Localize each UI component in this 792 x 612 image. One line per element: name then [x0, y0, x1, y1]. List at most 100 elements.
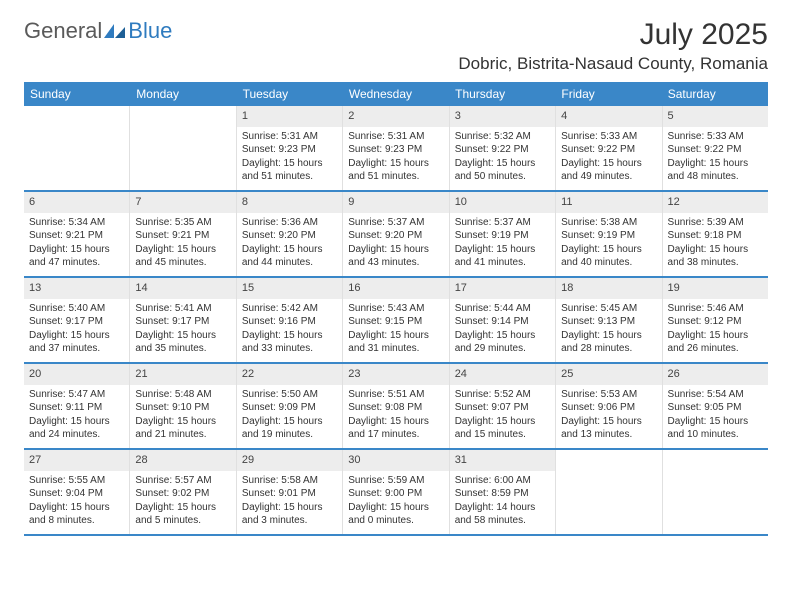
daylight-line: Daylight: 15 hours [242, 243, 337, 257]
sunrise-line: Sunrise: 5:55 AM [29, 474, 124, 488]
sunset-line: Sunset: 9:17 PM [29, 315, 124, 329]
daylight-line: and 15 minutes. [455, 428, 550, 442]
day-number: 7 [130, 192, 235, 213]
day-cell: 27Sunrise: 5:55 AMSunset: 9:04 PMDayligh… [24, 450, 130, 534]
sunrise-line: Sunrise: 5:50 AM [242, 388, 337, 402]
sunrise-line: Sunrise: 5:40 AM [29, 302, 124, 316]
sunset-line: Sunset: 9:16 PM [242, 315, 337, 329]
daylight-line: Daylight: 15 hours [135, 415, 230, 429]
sunset-line: Sunset: 9:21 PM [29, 229, 124, 243]
daylight-line: and 31 minutes. [348, 342, 443, 356]
day-cell: 17Sunrise: 5:44 AMSunset: 9:14 PMDayligh… [450, 278, 556, 362]
sunset-line: Sunset: 9:15 PM [348, 315, 443, 329]
daylight-line: and 26 minutes. [668, 342, 763, 356]
daylight-line: and 35 minutes. [135, 342, 230, 356]
dow-sunday: Sunday [24, 82, 130, 106]
sunset-line: Sunset: 9:00 PM [348, 487, 443, 501]
day-cell: 6Sunrise: 5:34 AMSunset: 9:21 PMDaylight… [24, 192, 130, 276]
daylight-line: and 51 minutes. [348, 170, 443, 184]
sunrise-line: Sunrise: 5:32 AM [455, 130, 550, 144]
day-body: Sunrise: 5:38 AMSunset: 9:19 PMDaylight:… [556, 213, 661, 275]
daylight-line: Daylight: 15 hours [455, 243, 550, 257]
sunrise-line: Sunrise: 5:59 AM [348, 474, 443, 488]
week-row: 1Sunrise: 5:31 AMSunset: 9:23 PMDaylight… [24, 106, 768, 192]
sunset-line: Sunset: 9:02 PM [135, 487, 230, 501]
day-cell: 30Sunrise: 5:59 AMSunset: 9:00 PMDayligh… [343, 450, 449, 534]
sunrise-line: Sunrise: 5:57 AM [135, 474, 230, 488]
sunset-line: Sunset: 9:08 PM [348, 401, 443, 415]
sunset-line: Sunset: 9:04 PM [29, 487, 124, 501]
daylight-line: Daylight: 15 hours [348, 501, 443, 515]
day-number: 14 [130, 278, 235, 299]
daylight-line: Daylight: 14 hours [455, 501, 550, 515]
sunrise-line: Sunrise: 5:36 AM [242, 216, 337, 230]
day-cell: 23Sunrise: 5:51 AMSunset: 9:08 PMDayligh… [343, 364, 449, 448]
day-number: 25 [556, 364, 661, 385]
day-body: Sunrise: 5:54 AMSunset: 9:05 PMDaylight:… [663, 385, 768, 447]
dow-wednesday: Wednesday [343, 82, 449, 106]
day-number: 16 [343, 278, 448, 299]
day-body: Sunrise: 5:59 AMSunset: 9:00 PMDaylight:… [343, 471, 448, 533]
sunset-line: Sunset: 9:07 PM [455, 401, 550, 415]
day-body: Sunrise: 5:35 AMSunset: 9:21 PMDaylight:… [130, 213, 235, 275]
day-number: 27 [24, 450, 129, 471]
day-cell: 4Sunrise: 5:33 AMSunset: 9:22 PMDaylight… [556, 106, 662, 190]
day-cell: 13Sunrise: 5:40 AMSunset: 9:17 PMDayligh… [24, 278, 130, 362]
day-cell: 24Sunrise: 5:52 AMSunset: 9:07 PMDayligh… [450, 364, 556, 448]
sunrise-line: Sunrise: 5:51 AM [348, 388, 443, 402]
sunrise-line: Sunrise: 5:38 AM [561, 216, 656, 230]
daylight-line: Daylight: 15 hours [242, 501, 337, 515]
sunrise-line: Sunrise: 5:35 AM [135, 216, 230, 230]
day-body: Sunrise: 5:47 AMSunset: 9:11 PMDaylight:… [24, 385, 129, 447]
daylight-line: Daylight: 15 hours [561, 415, 656, 429]
location: Dobric, Bistrita-Nasaud County, Romania [458, 54, 768, 74]
sunset-line: Sunset: 9:09 PM [242, 401, 337, 415]
daylight-line: Daylight: 15 hours [135, 243, 230, 257]
calendar: Sunday Monday Tuesday Wednesday Thursday… [24, 82, 768, 536]
sunset-line: Sunset: 9:19 PM [561, 229, 656, 243]
daylight-line: and 10 minutes. [668, 428, 763, 442]
day-number: 19 [663, 278, 768, 299]
day-body: Sunrise: 5:57 AMSunset: 9:02 PMDaylight:… [130, 471, 235, 533]
sunset-line: Sunset: 9:13 PM [561, 315, 656, 329]
sunset-line: Sunset: 9:21 PM [135, 229, 230, 243]
day-body: Sunrise: 5:33 AMSunset: 9:22 PMDaylight:… [663, 127, 768, 189]
sunrise-line: Sunrise: 5:37 AM [455, 216, 550, 230]
day-body: Sunrise: 5:33 AMSunset: 9:22 PMDaylight:… [556, 127, 661, 189]
day-number: 20 [24, 364, 129, 385]
day-cell: 9Sunrise: 5:37 AMSunset: 9:20 PMDaylight… [343, 192, 449, 276]
week-row: 27 Sunrise: 5:55 AMSunset: 9:04 PM Dayligh… [24, 450, 768, 536]
week-row: 6Sunrise: 5:34 AMSunset: 9:21 PMDaylight… [24, 192, 768, 278]
daylight-line: and 38 minutes. [668, 256, 763, 270]
day-cell: 25Sunrise: 5:53 AMSunset: 9:06 PMDayligh… [556, 364, 662, 448]
daylight-line: and 5 minutes. [135, 514, 230, 528]
sunrise-line: Sunrise: 5:43 AM [348, 302, 443, 316]
dow-saturday: Saturday [662, 82, 768, 106]
logo: General Blue [24, 18, 172, 44]
day-number: 30 [343, 450, 448, 471]
day-body: Sunrise: 5:42 AMSunset: 9:16 PMDaylight:… [237, 299, 342, 361]
page: General Blue July 2025 Dobric, Bistrita-… [0, 0, 792, 554]
day-number: 4 [556, 106, 661, 127]
day-cell: 31Sunrise: 6:00 AMSunset: 8:59 PMDayligh… [450, 450, 556, 534]
sunset-line: Sunset: 9:01 PM [242, 487, 337, 501]
day-cell: 18Sunrise: 5:45 AMSunset: 9:13 PMDayligh… [556, 278, 662, 362]
week-row: 20Sunrise: 5:47 AMSunset: 9:11 PMDayligh… [24, 364, 768, 450]
day-number: 2 [343, 106, 448, 127]
dow-tuesday: Tuesday [237, 82, 343, 106]
sunrise-line: Sunrise: 6:00 AM [455, 474, 550, 488]
day-cell: 8Sunrise: 5:36 AMSunset: 9:20 PMDaylight… [237, 192, 343, 276]
day-cell [556, 450, 662, 534]
day-cell: 10Sunrise: 5:37 AMSunset: 9:19 PMDayligh… [450, 192, 556, 276]
daylight-line: and 29 minutes. [455, 342, 550, 356]
day-number: 10 [450, 192, 555, 213]
day-cell: 20Sunrise: 5:47 AMSunset: 9:11 PMDayligh… [24, 364, 130, 448]
day-cell: 19Sunrise: 5:46 AMSunset: 9:12 PMDayligh… [663, 278, 768, 362]
sunrise-line: Sunrise: 5:39 AM [668, 216, 763, 230]
daylight-line: Daylight: 15 hours [455, 415, 550, 429]
day-number: 18 [556, 278, 661, 299]
logo-text-blue: Blue [128, 18, 172, 44]
daylight-line: Daylight: 15 hours [348, 243, 443, 257]
daylight-line: and 49 minutes. [561, 170, 656, 184]
daylight-line: Daylight: 15 hours [242, 329, 337, 343]
